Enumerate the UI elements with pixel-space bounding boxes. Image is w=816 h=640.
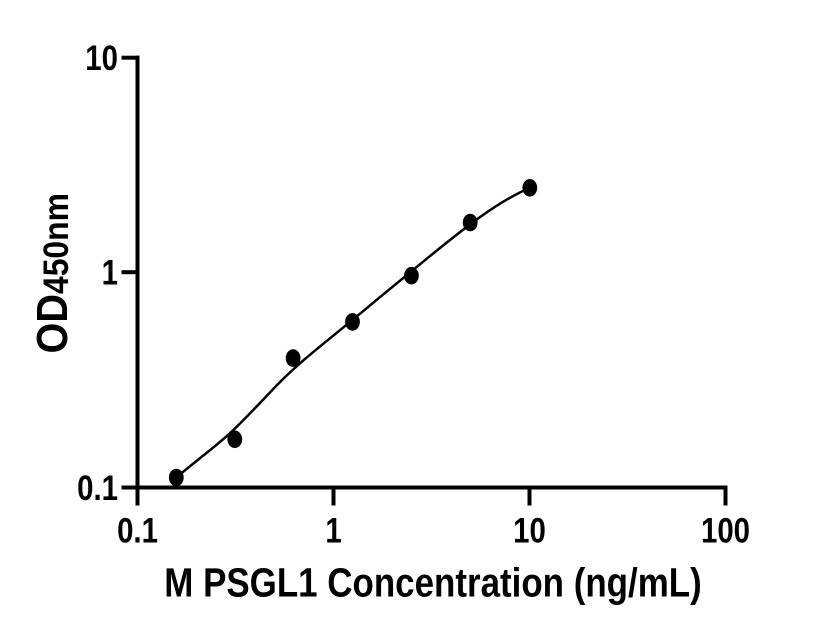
svg-text:0.1: 0.1 bbox=[77, 469, 118, 508]
svg-text:M PSGL1 Concentration (ng/mL): M PSGL1 Concentration (ng/mL) bbox=[164, 561, 701, 606]
svg-text:10: 10 bbox=[513, 511, 546, 550]
svg-text:1: 1 bbox=[102, 253, 118, 292]
svg-text:1: 1 bbox=[325, 511, 341, 550]
svg-text:0.1: 0.1 bbox=[117, 511, 158, 550]
svg-text:100: 100 bbox=[701, 511, 750, 550]
svg-text:10: 10 bbox=[85, 38, 118, 77]
